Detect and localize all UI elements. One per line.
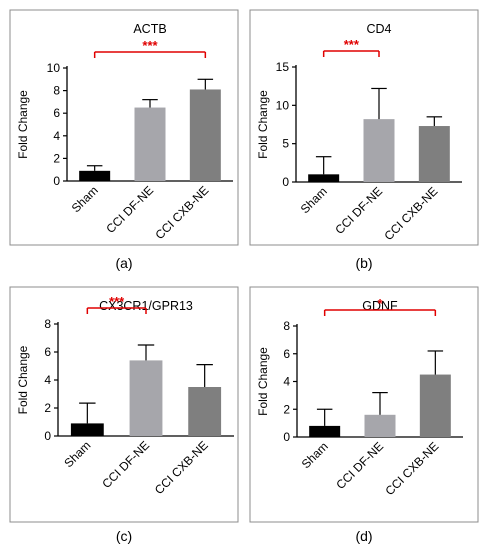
bar-ccl-cxb-ne bbox=[189, 89, 221, 181]
chart-panel-c: CX3CR1/GPR13 Fold Change 0 2 4 6 8 Sham CCI DF-N… bbox=[9, 286, 239, 544]
y-tick-label: 8 bbox=[44, 317, 51, 331]
bar-ccl-cxb-ne bbox=[419, 374, 451, 437]
panel-frame bbox=[9, 286, 239, 523]
bar-ccl-df-ne bbox=[134, 107, 166, 181]
chart-title: ACTB bbox=[133, 22, 166, 36]
x-tick-label: Sham bbox=[69, 183, 101, 215]
bar-sham bbox=[308, 174, 340, 182]
panel-caption: (d) bbox=[355, 528, 372, 544]
x-tick-label: Sham bbox=[61, 438, 93, 470]
y-tick-label: 8 bbox=[53, 84, 60, 98]
x-tick-label: CCI CXB-NE bbox=[152, 438, 211, 497]
significance-stars: *** bbox=[142, 38, 158, 53]
y-tick-label: 2 bbox=[44, 401, 51, 415]
x-tick-label: CCI CXB-NE bbox=[383, 439, 442, 498]
y-tick-label: 6 bbox=[283, 347, 290, 361]
panel-caption: (c) bbox=[116, 528, 132, 544]
bar-ccl-df-ne bbox=[363, 119, 395, 182]
chart-title: CX3CR1/GPR13 bbox=[99, 299, 193, 313]
y-tick-label: 2 bbox=[53, 151, 60, 165]
y-tick-label: 4 bbox=[53, 129, 60, 143]
bar-sham bbox=[79, 170, 111, 181]
y-axis-label: Fold Change bbox=[16, 345, 30, 414]
y-tick-label: 4 bbox=[44, 373, 51, 387]
y-tick-label: 4 bbox=[283, 375, 290, 389]
bar-sham bbox=[309, 425, 341, 437]
y-tick-label: 8 bbox=[283, 319, 290, 333]
y-axis-label: Fold Change bbox=[256, 347, 270, 416]
chart-title: CD4 bbox=[366, 22, 391, 36]
y-axis-label: Fold Change bbox=[16, 90, 30, 159]
panel-caption: (a) bbox=[115, 255, 132, 271]
bar-ccl-cxb-ne bbox=[418, 126, 450, 182]
x-tick-label: CCI CXB-NE bbox=[382, 184, 441, 243]
x-tick-label: Sham bbox=[299, 439, 331, 471]
bar-sham bbox=[70, 423, 104, 436]
y-tick-label: 0 bbox=[53, 174, 60, 188]
x-tick-label: Sham bbox=[298, 184, 330, 216]
y-tick-label: 10 bbox=[276, 98, 290, 112]
y-tick-label: 5 bbox=[282, 137, 289, 151]
x-tick-label: CCI CXB-NE bbox=[153, 183, 212, 242]
y-axis-label: Fold Change bbox=[256, 90, 270, 159]
bar-ccl-df-ne bbox=[364, 414, 396, 437]
x-tick-label: CCI DF-NE bbox=[333, 439, 386, 492]
y-tick-label: 0 bbox=[282, 175, 289, 189]
x-tick-label: CCI DF-NE bbox=[103, 183, 156, 236]
bar-ccl-df-ne bbox=[129, 360, 163, 436]
y-tick-label: 15 bbox=[276, 60, 290, 74]
panel-frame bbox=[249, 286, 479, 523]
significance-stars: *** bbox=[109, 294, 125, 309]
panel-frame bbox=[9, 9, 239, 246]
y-tick-label: 6 bbox=[44, 345, 51, 359]
x-tick-label: CCI DF-NE bbox=[332, 184, 385, 237]
y-tick-label: 2 bbox=[283, 402, 290, 416]
y-tick-label: 10 bbox=[47, 61, 61, 75]
significance-stars: *** bbox=[344, 37, 360, 52]
bar-ccl-cxb-ne bbox=[188, 387, 222, 436]
significance-stars: * bbox=[377, 296, 383, 311]
y-tick-label: 0 bbox=[283, 430, 290, 444]
x-tick-label: CCI DF-NE bbox=[99, 438, 152, 491]
y-tick-label: 6 bbox=[53, 106, 60, 120]
panel-caption: (b) bbox=[355, 255, 372, 271]
y-tick-label: 0 bbox=[44, 429, 51, 443]
panel-frame bbox=[249, 9, 479, 246]
